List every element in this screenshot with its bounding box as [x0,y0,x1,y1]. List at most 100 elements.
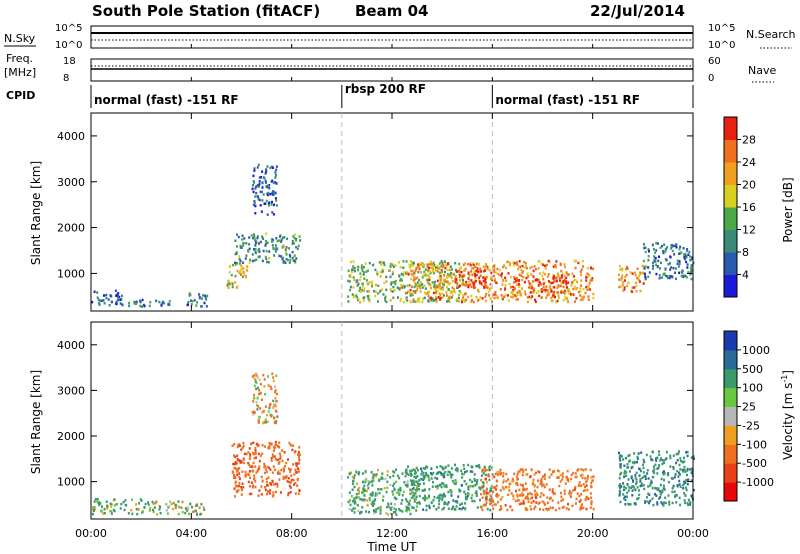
data-cell [228,279,230,282]
data-cell [402,273,405,277]
data-cell [263,177,266,180]
data-cell [555,300,558,304]
data-cell [523,280,526,284]
data-cell [502,295,505,299]
data-cell [232,462,235,466]
data-cell [435,472,438,476]
data-cell [448,300,451,304]
data-cell [663,272,666,275]
data-cell [652,503,655,507]
data-cell [261,480,264,483]
data-cell [298,455,300,459]
data-cell [450,290,453,293]
data-cell [379,506,382,510]
data-cell [374,494,377,497]
data-cell [261,259,264,263]
data-cell [408,284,411,287]
data-cell [198,506,201,509]
data-cell [267,184,270,187]
data-cell [619,459,622,462]
data-cell [576,492,579,495]
data-cell [621,274,624,277]
data-cell [643,487,646,491]
data-cell [367,297,370,300]
data-cell [686,454,689,458]
data-cell [373,473,376,477]
data-cell [435,508,438,511]
data-cell [271,166,274,169]
data-cell [550,290,553,293]
data-cell [644,477,647,480]
data-cell [249,258,251,262]
data-cell [470,267,473,270]
data-cell [575,475,578,479]
data-cell [553,280,556,283]
data-cell [645,453,648,457]
data-cell [410,272,413,276]
data-cell [422,508,425,511]
data-cell [481,470,484,473]
data-cell [590,496,593,499]
data-cell [450,489,453,493]
data-cell [431,263,434,266]
data-cell [368,299,371,303]
data-cell [690,456,693,459]
data-cell [453,482,456,485]
data-cell [544,267,547,270]
data-cell [259,392,262,395]
data-cell [659,246,662,249]
data-cell [564,291,567,294]
data-cell [413,472,416,475]
data-cell [679,503,682,507]
data-cell [529,505,532,508]
data-cell [623,495,626,498]
data-cell [416,289,418,292]
data-cell [546,275,549,278]
data-cell [254,247,257,251]
data-cell [385,490,388,494]
data-cell [431,473,433,476]
data-cell [432,471,435,475]
data-cell [618,451,620,455]
data-cell [393,471,396,474]
data-cell [578,483,581,487]
data-cell [571,282,574,285]
data-cell [632,480,635,483]
data-cell [93,500,96,503]
data-cell [268,250,271,253]
data-cell [451,280,454,283]
data-cell [466,263,469,266]
data-cell [450,491,453,494]
data-cell [263,420,266,424]
data-cell [423,284,426,288]
data-cell [432,272,435,275]
data-cell [514,294,517,297]
data-cell [357,492,360,495]
data-cell [237,235,240,239]
data-cell [658,274,661,277]
data-cell [147,503,150,506]
data-cell [382,499,384,502]
data-cell [473,272,476,276]
data-cell [541,484,544,488]
data-cell [499,472,502,476]
data-cell [670,247,673,250]
data-cell [494,472,497,476]
data-cell [393,488,396,492]
data-cell [276,239,279,243]
data-cell [431,485,434,488]
data-cell [377,284,380,287]
data-cell [398,476,401,480]
data-cell [411,269,414,273]
data-cell [482,265,485,268]
data-cell [565,276,568,279]
data-cell [412,495,415,498]
data-cell [439,296,442,300]
data-cell [642,463,644,466]
data-cell [475,273,478,277]
data-cell [259,204,262,207]
data-cell [260,382,262,386]
data-cell [385,288,388,292]
data-cell [618,483,621,486]
data-cell [459,279,461,282]
